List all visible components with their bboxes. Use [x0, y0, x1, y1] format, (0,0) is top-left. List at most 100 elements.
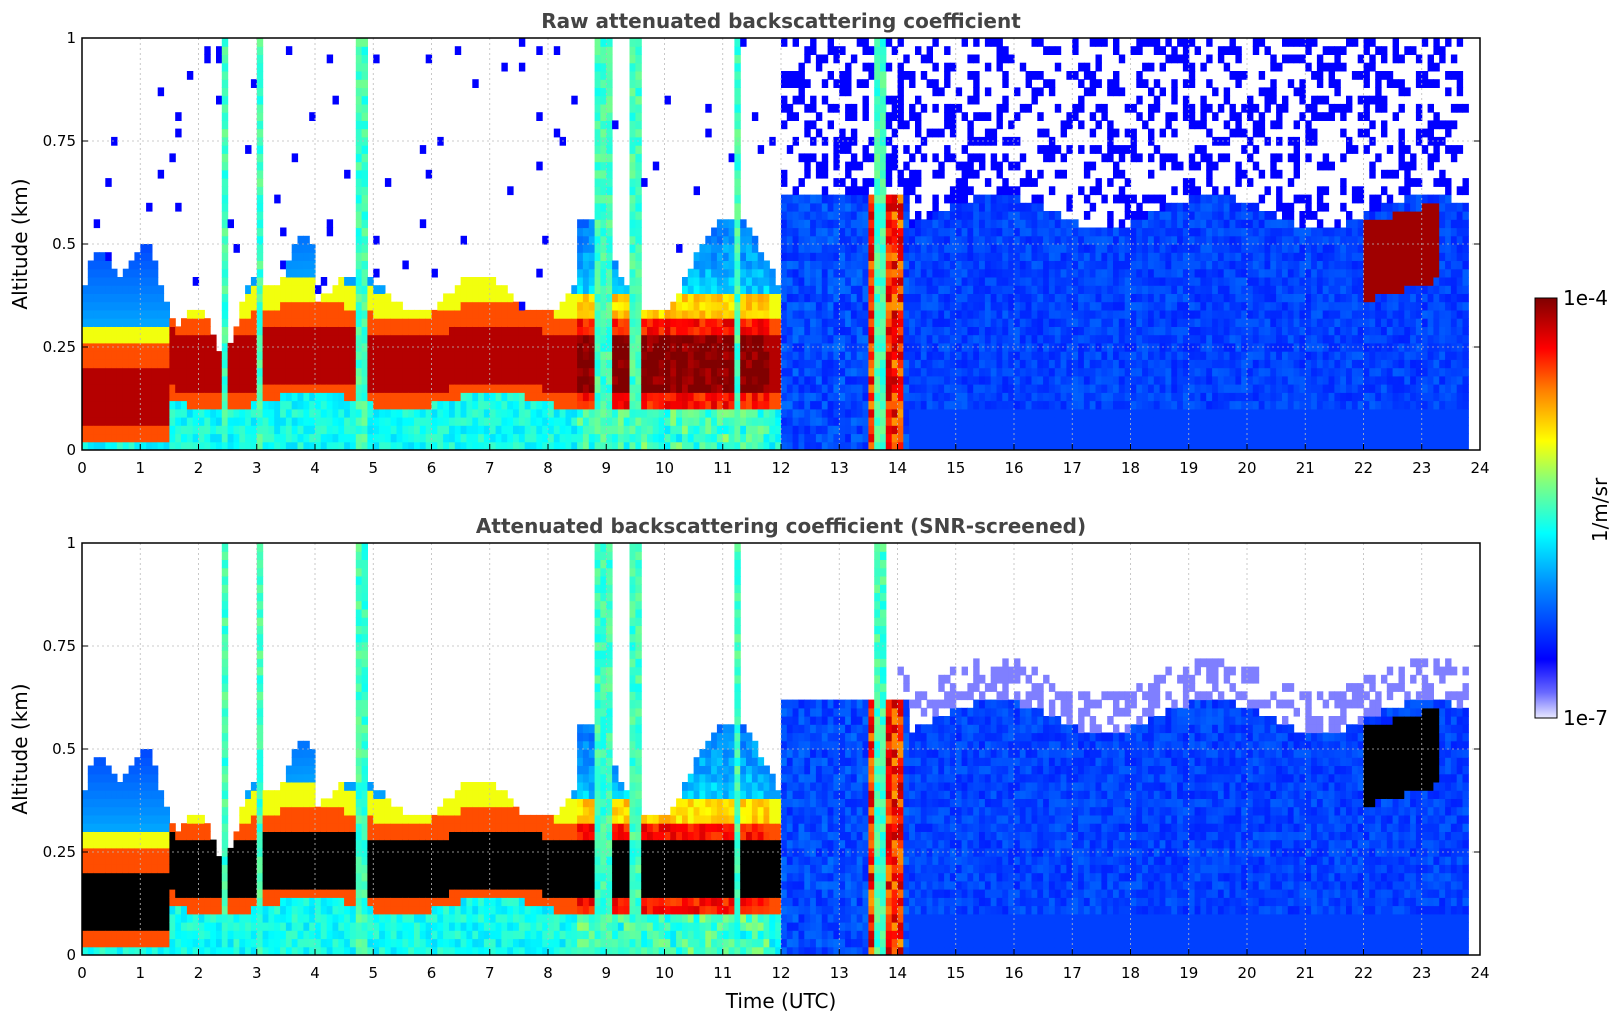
- heatmap-cell: [711, 252, 718, 261]
- heatmap-cell: [874, 301, 881, 311]
- heatmap-cell: [909, 417, 916, 426]
- heatmap-cell: [361, 112, 368, 121]
- heatmap-cell: [606, 309, 613, 319]
- heatmap-cell: [839, 194, 846, 204]
- heatmap-cell: [373, 384, 380, 393]
- heatmap-cell: [973, 417, 980, 426]
- heatmap-cell: [1048, 277, 1056, 286]
- heatmap-cell: [821, 194, 829, 204]
- heatmap-cell: [897, 351, 904, 360]
- heatmap-cell: [792, 260, 799, 270]
- heatmap-cell: [495, 441, 502, 450]
- heatmap-cell: [1095, 326, 1102, 336]
- heatmap-cell: [693, 285, 700, 294]
- heatmap-cell: [979, 326, 986, 336]
- heatmap-cell: [268, 375, 275, 385]
- heatmap-cell: [949, 400, 957, 410]
- heatmap-cell: [175, 417, 182, 426]
- heatmap-cell: [111, 408, 118, 418]
- heatmap-cell: [384, 400, 392, 410]
- heatmap-cell: [600, 79, 607, 88]
- heatmap-cell: [845, 169, 852, 179]
- heatmap-cell: [775, 392, 782, 402]
- heatmap-cell: [1083, 227, 1091, 237]
- heatmap-cell: [181, 375, 188, 385]
- heatmap-cell: [268, 425, 275, 435]
- heatmap-cell: [291, 408, 299, 418]
- heatmap-cell: [483, 392, 491, 402]
- heatmap-cell: [763, 351, 770, 360]
- heatmap-cell: [140, 384, 147, 393]
- heatmap-cell: [303, 235, 310, 245]
- heatmap-cell: [1101, 359, 1108, 369]
- heatmap-cell: [810, 95, 817, 105]
- heatmap-cell: [1031, 359, 1038, 369]
- heatmap-cell: [216, 367, 223, 377]
- heatmap-cell: [82, 301, 89, 311]
- heatmap-cell: [344, 375, 351, 385]
- heatmap-cell: [979, 375, 986, 385]
- heatmap-cell: [1083, 252, 1091, 261]
- heatmap-cell: [1043, 277, 1050, 286]
- heatmap-cell: [93, 252, 101, 261]
- heatmap-cell: [798, 260, 805, 270]
- heatmap-cell: [111, 334, 118, 344]
- heatmap-cell: [862, 38, 869, 47]
- heatmap-cell: [705, 301, 712, 311]
- heatmap-cell: [151, 392, 159, 402]
- heatmap-cell: [635, 252, 642, 261]
- heatmap-cell: [216, 95, 223, 105]
- heatmap-cell: [361, 293, 368, 303]
- heatmap-cell: [280, 227, 287, 237]
- heatmap-cell: [833, 268, 840, 278]
- heatmap-cell: [804, 326, 811, 336]
- heatmap-cell: [740, 219, 747, 229]
- heatmap-cell: [885, 425, 893, 435]
- heatmap-cell: [105, 441, 112, 450]
- heatmap-cell: [303, 301, 310, 311]
- heatmap-cell: [915, 351, 922, 360]
- heatmap-cell: [926, 79, 933, 88]
- heatmap-cell: [833, 103, 840, 113]
- heatmap-cell: [705, 400, 712, 410]
- heatmap-cell: [501, 441, 508, 450]
- heatmap-cell: [198, 441, 205, 450]
- heatmap-cell: [93, 334, 101, 344]
- heatmap-cell: [891, 161, 899, 171]
- heatmap-cell: [973, 268, 980, 278]
- heatmap-cell: [82, 309, 89, 319]
- heatmap-cell: [402, 433, 409, 443]
- heatmap-cell: [984, 425, 992, 435]
- heatmap-cell: [711, 293, 718, 303]
- heatmap-cell: [1072, 235, 1079, 245]
- heatmap-cell: [309, 268, 316, 278]
- heatmap-cell: [740, 359, 747, 369]
- heatmap-cell: [594, 38, 601, 47]
- heatmap-cell: [617, 309, 625, 319]
- heatmap-cell: [227, 392, 234, 402]
- heatmap-cell: [151, 268, 159, 278]
- heatmap-cell: [676, 367, 683, 377]
- heatmap-cell: [996, 112, 1003, 121]
- heatmap-cell: [786, 112, 794, 121]
- heatmap-cell: [169, 441, 176, 450]
- heatmap-cell: [303, 268, 310, 278]
- heatmap-cell: [577, 285, 584, 294]
- heatmap-cell: [315, 433, 322, 443]
- heatmap-cell: [705, 318, 712, 327]
- heatmap-cell: [734, 62, 741, 72]
- heatmap-cell: [617, 277, 625, 286]
- heatmap-cell: [116, 334, 124, 344]
- heatmap-cell: [693, 392, 700, 402]
- heatmap-cell: [478, 293, 485, 303]
- heatmap-cell: [501, 326, 508, 336]
- heatmap-cell: [1107, 120, 1114, 130]
- heatmap-cell: [588, 384, 596, 393]
- heatmap-cell: [810, 285, 817, 294]
- heatmap-cell: [775, 433, 782, 443]
- heatmap-cell: [1101, 384, 1108, 393]
- heatmap-cell: [821, 433, 829, 443]
- heatmap-cell: [635, 334, 642, 344]
- heatmap-cell: [926, 211, 933, 220]
- heatmap-cell: [443, 375, 450, 385]
